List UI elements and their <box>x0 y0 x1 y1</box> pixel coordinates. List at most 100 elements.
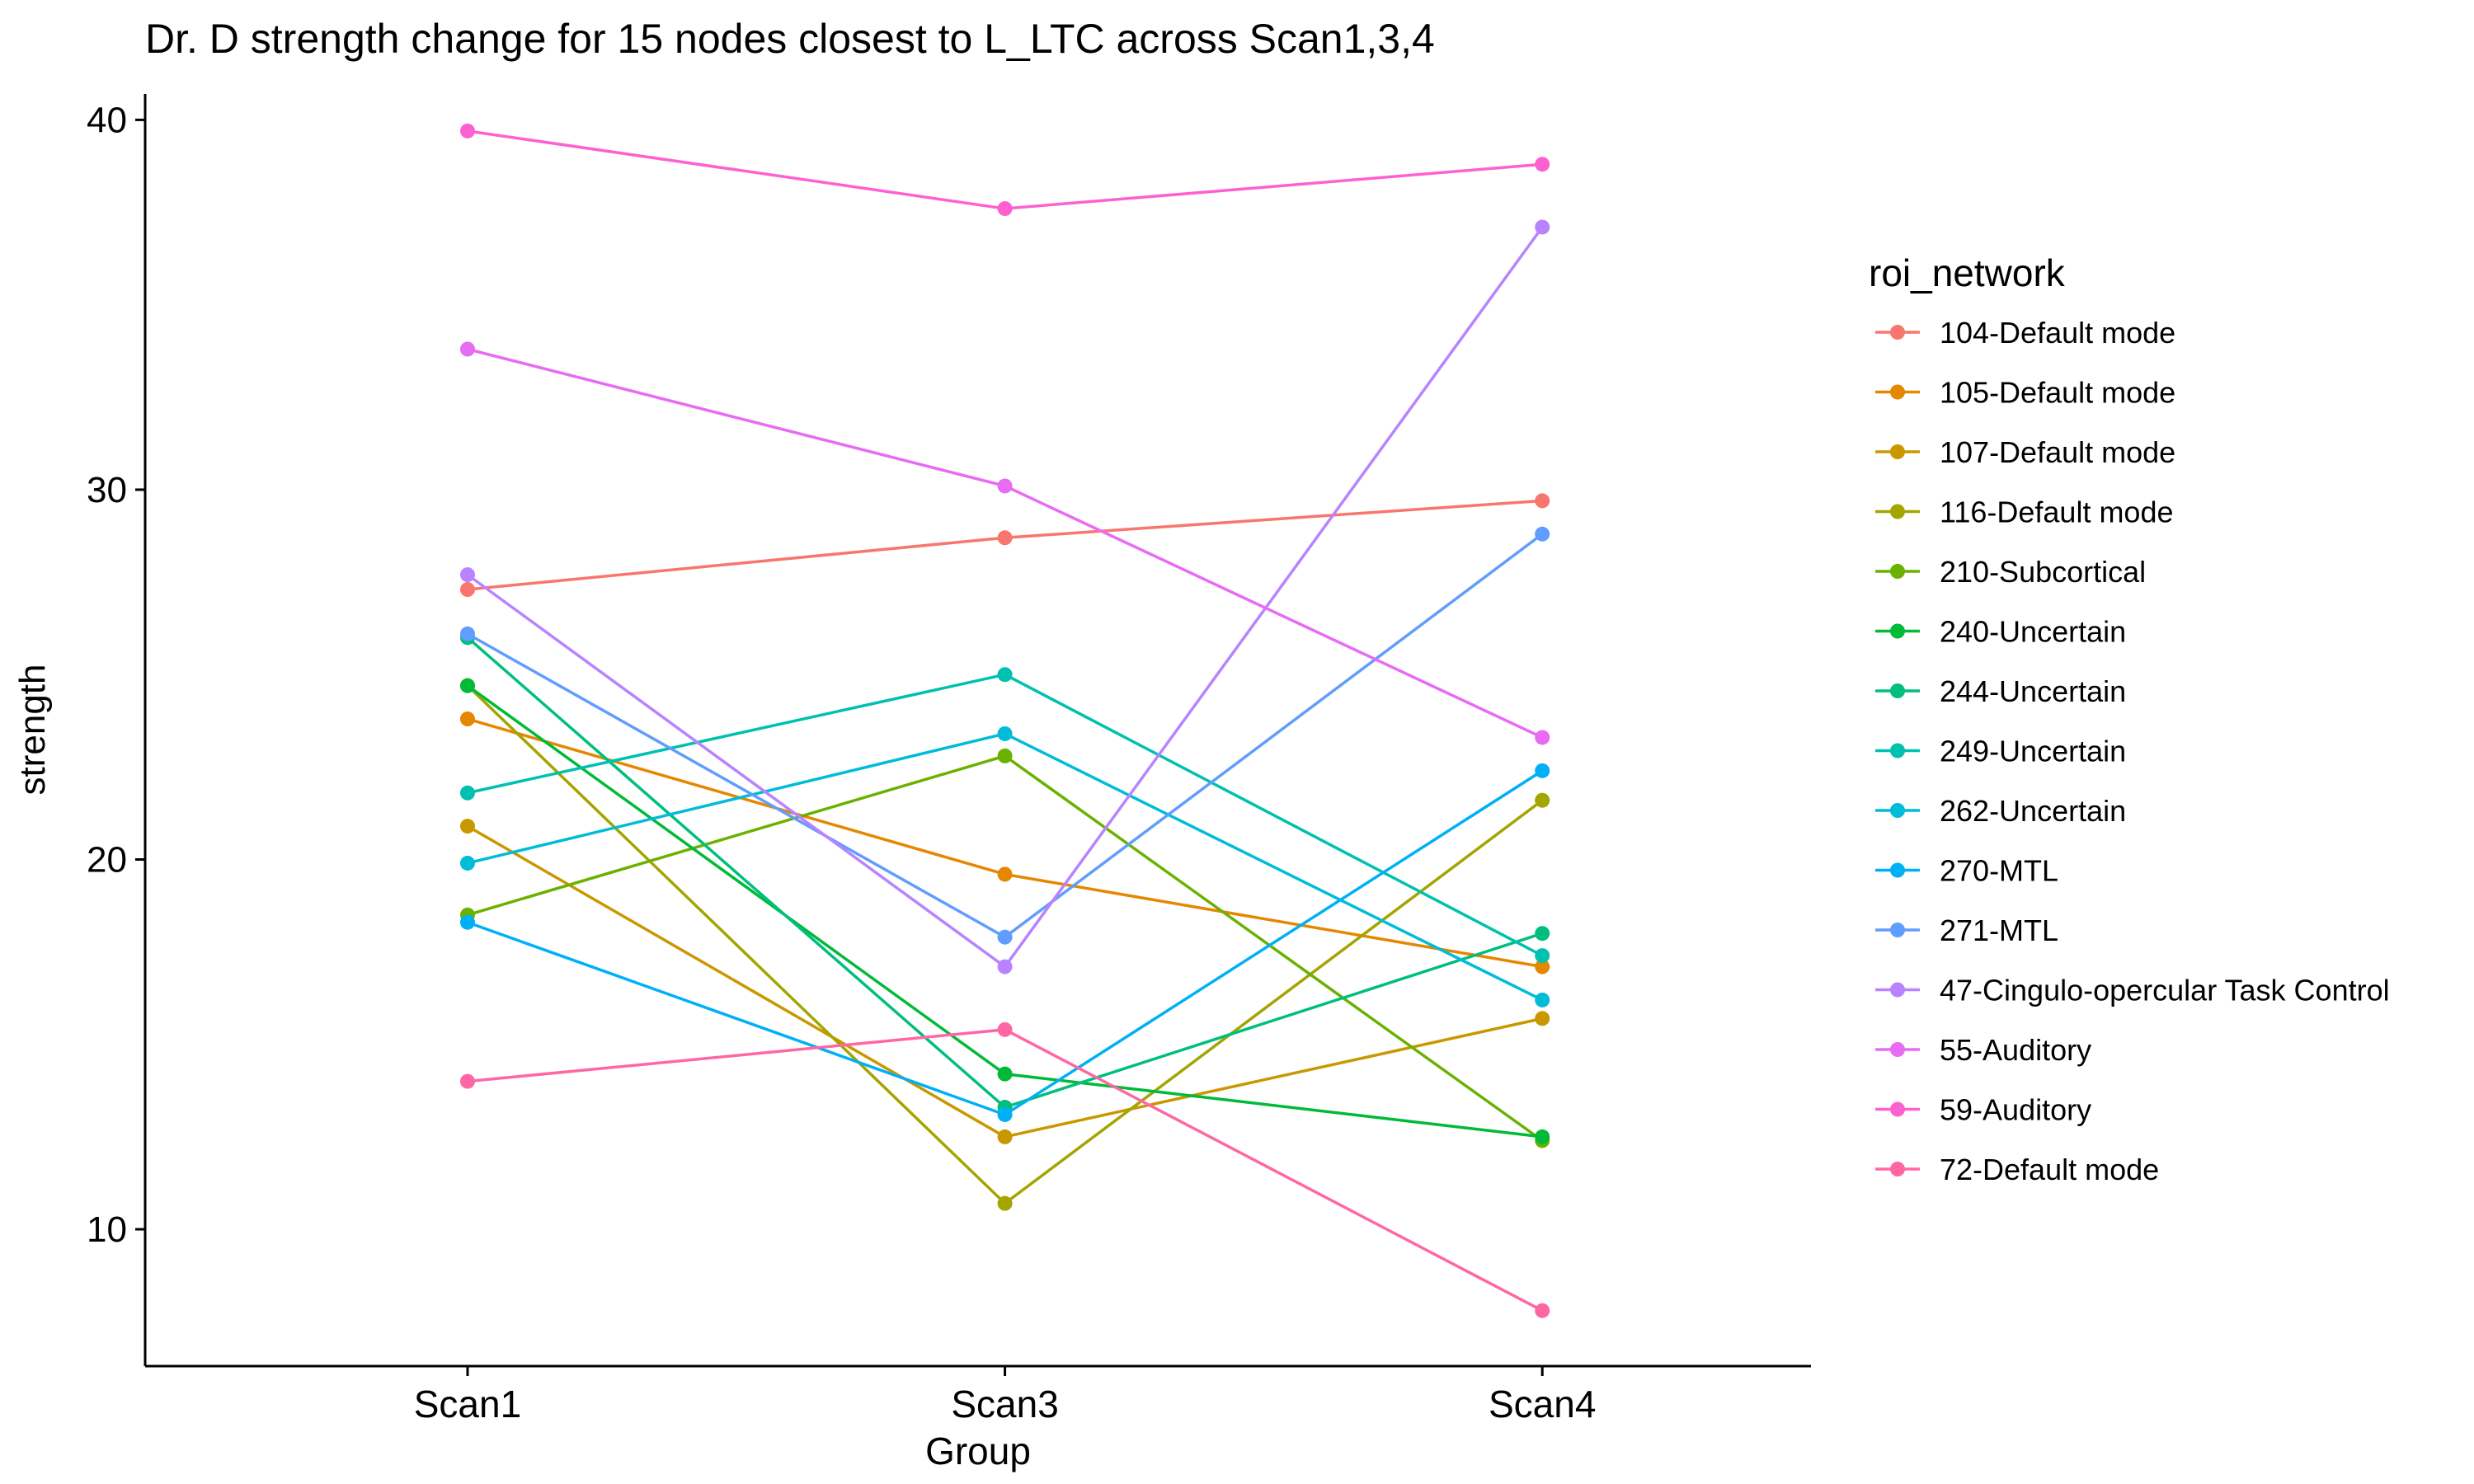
data-point <box>459 785 475 801</box>
legend-item: 270-MTL <box>1875 854 2058 888</box>
legend-label: 104-Default mode <box>1940 316 2175 350</box>
series-line <box>467 673 1544 957</box>
series-group <box>459 123 1550 217</box>
data-point <box>997 667 1013 683</box>
series-line <box>466 226 1544 970</box>
legend-key-point <box>1890 1162 1905 1176</box>
legend-label: 240-Uncertain <box>1940 615 2126 649</box>
legend: roi_network 104-Default mode 105-Default … <box>1869 251 2390 1186</box>
legend-key-point <box>1890 923 1905 937</box>
data-point <box>459 567 475 583</box>
legend-item: 107-Default mode <box>1875 435 2175 469</box>
legend-label: 55-Auditory <box>1940 1033 2091 1067</box>
data-point <box>997 530 1013 546</box>
legend-key-point <box>1890 623 1905 639</box>
series-group <box>459 526 1550 945</box>
series-line <box>467 754 1544 1142</box>
series-line <box>467 129 1543 210</box>
y-tick-label: 30 <box>87 470 127 510</box>
series-group <box>459 763 1550 1122</box>
data-point <box>1535 792 1550 808</box>
legend-label: 116-Default mode <box>1940 495 2174 529</box>
data-point <box>459 1073 475 1089</box>
data-point <box>459 855 475 871</box>
legend-item: 116-Default mode <box>1875 495 2174 529</box>
series-group <box>459 1021 1550 1318</box>
series-group <box>459 341 1550 745</box>
data-point <box>1535 730 1550 745</box>
legend-label: 249-Uncertain <box>1940 735 2126 768</box>
data-point <box>1535 992 1550 1007</box>
series-group <box>459 678 1550 1144</box>
data-point <box>1535 948 1550 964</box>
series-group <box>459 667 1550 964</box>
x-axis-label: Group <box>925 1430 1031 1472</box>
data-point <box>1535 1129 1550 1144</box>
legend-key-point <box>1890 1101 1905 1117</box>
legend-label: 72-Default mode <box>1940 1153 2159 1186</box>
data-point <box>459 914 475 930</box>
legend-key-point <box>1890 743 1905 758</box>
legend-item: 210-Subcortical <box>1875 555 2146 589</box>
series-group <box>459 219 1550 974</box>
data-point <box>459 582 475 598</box>
legend-label: 244-Uncertain <box>1940 674 2126 708</box>
legend-title: roi_network <box>1869 251 2066 294</box>
legend-item: 72-Default mode <box>1875 1153 2159 1186</box>
legend-key-point <box>1890 1042 1905 1057</box>
legend-label: 59-Auditory <box>1940 1093 2091 1127</box>
data-point <box>1535 959 1550 974</box>
legend-label: 270-MTL <box>1940 854 2058 888</box>
data-point <box>997 929 1013 945</box>
legend-item: 271-MTL <box>1875 913 2058 947</box>
legend-items: 104-Default mode 105-Default mode 107-Defa… <box>1875 316 2390 1186</box>
data-point <box>459 678 475 693</box>
y-tick-label: 10 <box>87 1209 127 1250</box>
data-point <box>997 726 1013 741</box>
legend-label: 107-Default mode <box>1940 435 2175 469</box>
legend-key-point <box>1890 803 1905 818</box>
data-point <box>459 626 475 641</box>
legend-item: 262-Uncertain <box>1875 794 2126 828</box>
legend-key-point <box>1890 683 1905 698</box>
legend-label: 47-Cingulo-opercular Task Control <box>1940 974 2390 1007</box>
legend-label: 105-Default mode <box>1940 376 2175 410</box>
data-point <box>997 1066 1013 1082</box>
data-point <box>459 819 475 834</box>
legend-key-point <box>1890 325 1905 340</box>
legend-label: 210-Subcortical <box>1940 555 2146 589</box>
legend-key-point <box>1890 862 1905 878</box>
legend-item: 240-Uncertain <box>1875 615 2126 649</box>
legend-item: 47-Cingulo-opercular Task Control <box>1875 974 2390 1007</box>
data-point <box>1535 1303 1550 1318</box>
data-point <box>459 341 475 357</box>
legend-label: 271-MTL <box>1940 913 2058 947</box>
legend-item: 105-Default mode <box>1875 376 2175 410</box>
data-point <box>997 959 1013 974</box>
chart-title: Dr. D strength change for 15 nodes close… <box>145 16 1435 62</box>
data-point <box>997 1021 1013 1037</box>
data-point <box>1535 493 1550 509</box>
data-point <box>1535 219 1550 235</box>
data-point <box>1535 526 1550 542</box>
y-axis-ticks: 10 20 30 40 <box>87 100 145 1250</box>
data-point <box>1535 157 1550 172</box>
legend-item: 59-Auditory <box>1875 1093 2091 1127</box>
plot-area <box>459 123 1550 1318</box>
legend-item: 104-Default mode <box>1875 316 2175 350</box>
legend-item: 249-Uncertain <box>1875 735 2126 768</box>
legend-key-point <box>1890 982 1905 998</box>
data-point <box>459 711 475 727</box>
y-tick-label: 40 <box>87 100 127 140</box>
legend-key-point <box>1890 564 1905 579</box>
y-axis-label: strength <box>12 665 53 796</box>
legend-key-point <box>1890 384 1905 400</box>
x-axis-ticks: Scan1 Scan3 Scan4 <box>414 1366 1596 1425</box>
legend-item: 55-Auditory <box>1875 1033 2091 1067</box>
legend-key-point <box>1890 444 1905 459</box>
series-group <box>459 493 1550 598</box>
legend-label: 262-Uncertain <box>1940 794 2126 828</box>
data-point <box>1535 1011 1550 1026</box>
series-group <box>459 726 1550 1007</box>
